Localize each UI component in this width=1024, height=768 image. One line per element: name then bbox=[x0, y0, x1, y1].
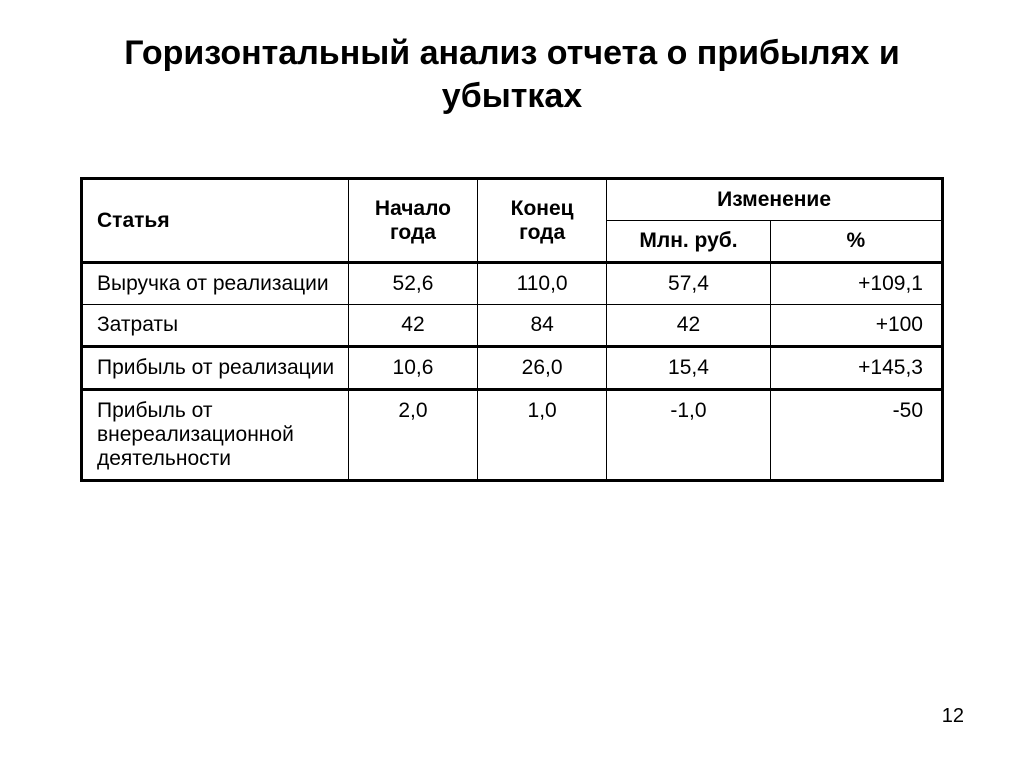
cell-change-pct: -50 bbox=[770, 390, 942, 481]
table-row: Затраты 42 84 42 +100 bbox=[82, 305, 943, 347]
table-row: Прибыль от внереализационной деятельност… bbox=[82, 390, 943, 481]
header-article: Статья bbox=[82, 179, 349, 263]
cell-article: Прибыль от реализации bbox=[82, 347, 349, 390]
cell-article: Прибыль от внереализационной деятельност… bbox=[82, 390, 349, 481]
header-end-year: Конец года bbox=[478, 179, 607, 263]
cell-change-abs: -1,0 bbox=[607, 390, 771, 481]
slide-title: Горизонтальный анализ отчета о прибылях … bbox=[80, 32, 944, 117]
header-change: Изменение bbox=[607, 179, 943, 221]
cell-start: 2,0 bbox=[348, 390, 477, 481]
cell-article: Затраты bbox=[82, 305, 349, 347]
cell-end: 26,0 bbox=[478, 347, 607, 390]
cell-change-pct: +145,3 bbox=[770, 347, 942, 390]
cell-start: 52,6 bbox=[348, 263, 477, 305]
table-header-row-1: Статья Начало года Конец года Изменение bbox=[82, 179, 943, 221]
header-change-pct: % bbox=[770, 221, 942, 263]
cell-start: 42 bbox=[348, 305, 477, 347]
cell-change-abs: 57,4 bbox=[607, 263, 771, 305]
analysis-table: Статья Начало года Конец года Изменение … bbox=[80, 177, 944, 482]
table-row: Выручка от реализации 52,6 110,0 57,4 +1… bbox=[82, 263, 943, 305]
cell-start: 10,6 bbox=[348, 347, 477, 390]
cell-change-pct: +109,1 bbox=[770, 263, 942, 305]
cell-end: 110,0 bbox=[478, 263, 607, 305]
cell-change-pct: +100 bbox=[770, 305, 942, 347]
cell-change-abs: 42 bbox=[607, 305, 771, 347]
cell-end: 1,0 bbox=[478, 390, 607, 481]
header-change-abs: Млн. руб. bbox=[607, 221, 771, 263]
page-number: 12 bbox=[942, 705, 964, 728]
cell-end: 84 bbox=[478, 305, 607, 347]
cell-article: Выручка от реализации bbox=[82, 263, 349, 305]
cell-change-abs: 15,4 bbox=[607, 347, 771, 390]
table-row: Прибыль от реализации 10,6 26,0 15,4 +14… bbox=[82, 347, 943, 390]
header-start-year: Начало года bbox=[348, 179, 477, 263]
